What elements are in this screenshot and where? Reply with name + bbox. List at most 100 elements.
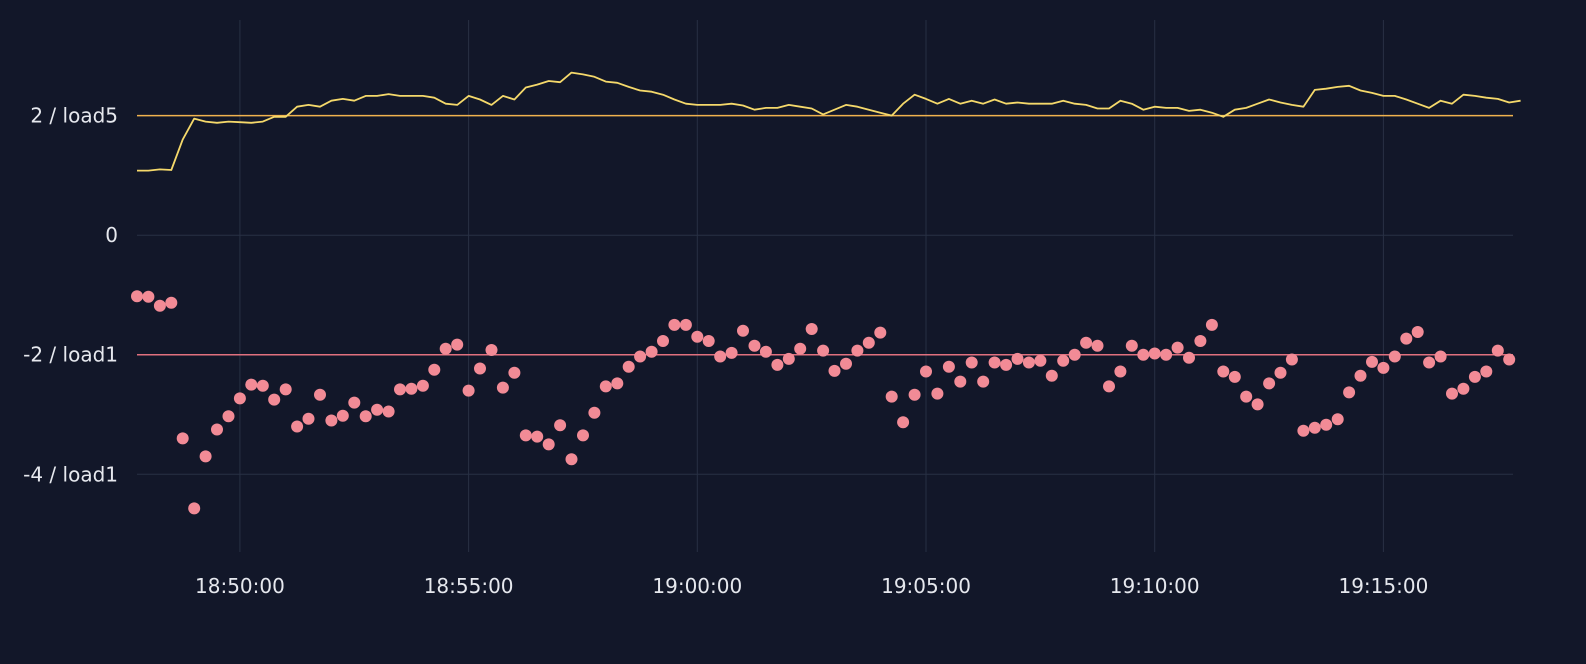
load1-point-5 bbox=[188, 502, 201, 515]
load1-point-46 bbox=[657, 335, 669, 347]
load1-point-45 bbox=[645, 345, 658, 358]
load1-point-96 bbox=[1228, 370, 1241, 383]
load1-point-16 bbox=[314, 388, 326, 401]
load1-point-94 bbox=[1205, 318, 1218, 331]
load1-point-74 bbox=[977, 375, 990, 388]
load1-point-99 bbox=[1263, 377, 1276, 390]
load1-point-29 bbox=[462, 384, 475, 397]
load1-point-120 bbox=[1503, 353, 1516, 366]
load1-point-93 bbox=[1194, 335, 1207, 347]
load1-point-102 bbox=[1297, 424, 1310, 437]
load1-point-87 bbox=[1125, 339, 1138, 352]
load1-point-61 bbox=[828, 364, 841, 377]
load1-point-3 bbox=[165, 296, 178, 309]
load1-point-34 bbox=[519, 429, 532, 442]
load1-point-49 bbox=[691, 330, 704, 343]
load1-point-33 bbox=[508, 366, 521, 379]
load1-point-106 bbox=[1343, 386, 1356, 399]
series-layer bbox=[131, 71, 1521, 515]
load1-point-107 bbox=[1354, 369, 1367, 382]
load1-point-105 bbox=[1331, 413, 1344, 426]
load1-point-42 bbox=[611, 377, 624, 390]
load1-point-103 bbox=[1308, 421, 1321, 434]
load1-point-58 bbox=[794, 342, 807, 355]
load1-point-65 bbox=[874, 326, 887, 339]
y-tick-label-2: -2 / load1 bbox=[23, 343, 118, 367]
load1-point-62 bbox=[840, 357, 852, 370]
y-tick-label-0: 2 / load5 bbox=[30, 104, 118, 128]
y-tick-label-3: -4 / load1 bbox=[23, 462, 118, 486]
load1-point-64 bbox=[862, 336, 875, 349]
load1-point-71 bbox=[942, 360, 955, 373]
load1-point-60 bbox=[817, 344, 830, 357]
load1-point-95 bbox=[1217, 365, 1230, 378]
load1-point-31 bbox=[485, 344, 498, 356]
load1-point-89 bbox=[1148, 347, 1161, 360]
load1-point-69 bbox=[920, 365, 932, 378]
load1-point-7 bbox=[211, 423, 223, 436]
x-tick-label-0: 18:50:00 bbox=[195, 574, 285, 598]
load1-point-8 bbox=[222, 410, 235, 423]
load1-point-84 bbox=[1091, 339, 1104, 352]
load1-point-23 bbox=[394, 383, 406, 396]
x-tick-label-3: 19:05:00 bbox=[881, 574, 971, 598]
load1-point-101 bbox=[1285, 353, 1298, 366]
load1-point-116 bbox=[1457, 382, 1470, 395]
load1-point-38 bbox=[565, 453, 578, 466]
load1-point-52 bbox=[725, 346, 738, 359]
load1-point-113 bbox=[1423, 356, 1436, 369]
load1-point-80 bbox=[1045, 369, 1058, 382]
load1-point-83 bbox=[1080, 336, 1093, 349]
load1-point-47 bbox=[668, 318, 681, 331]
load1-point-108 bbox=[1366, 355, 1378, 368]
x-tick-label-2: 19:00:00 bbox=[652, 574, 742, 598]
load1-point-10 bbox=[245, 378, 258, 391]
load1-point-76 bbox=[1000, 358, 1013, 371]
axis-layer: 18:50:00 18:55:00 19:00:00 19:05:00 19:10:00… bbox=[23, 104, 1428, 598]
x-tick-label-4: 19:10:00 bbox=[1110, 574, 1200, 598]
load1-point-90 bbox=[1160, 348, 1173, 361]
load1-point-14 bbox=[291, 420, 304, 433]
load1-point-54 bbox=[748, 339, 761, 352]
load1-point-119 bbox=[1491, 344, 1504, 357]
load1-point-109 bbox=[1377, 361, 1390, 374]
load1-point-70 bbox=[931, 387, 944, 400]
load1-point-21 bbox=[371, 403, 384, 416]
load1-point-28 bbox=[451, 338, 464, 351]
load1-point-2 bbox=[153, 299, 166, 312]
load1-point-25 bbox=[416, 379, 429, 392]
load1-point-32 bbox=[496, 381, 509, 394]
load1-point-51 bbox=[714, 350, 727, 363]
load1-point-30 bbox=[474, 362, 486, 375]
load1-point-81 bbox=[1057, 354, 1070, 367]
load1-point-56 bbox=[771, 358, 784, 371]
load1-point-88 bbox=[1137, 348, 1150, 361]
load1-point-78 bbox=[1022, 356, 1035, 369]
load1-point-117 bbox=[1468, 370, 1481, 383]
load1-point-86 bbox=[1114, 365, 1127, 378]
load1-point-27 bbox=[439, 342, 452, 355]
load1-point-72 bbox=[954, 375, 967, 388]
load1-point-112 bbox=[1411, 326, 1424, 338]
load1-point-39 bbox=[577, 429, 589, 442]
load1-point-0 bbox=[131, 290, 143, 303]
load1-point-115 bbox=[1446, 387, 1458, 400]
load1-point-41 bbox=[599, 380, 612, 393]
load1-point-13 bbox=[279, 383, 292, 396]
y-tick-label-1: 0 bbox=[105, 223, 118, 247]
load1-point-63 bbox=[851, 344, 864, 357]
load1-point-75 bbox=[988, 356, 1001, 369]
x-tick-label-1: 18:55:00 bbox=[424, 574, 514, 598]
load1-point-82 bbox=[1068, 348, 1081, 361]
load1-point-40 bbox=[588, 406, 601, 419]
load1-point-67 bbox=[897, 416, 910, 429]
load1-point-44 bbox=[634, 350, 647, 363]
load1-point-22 bbox=[382, 405, 395, 418]
load1-point-66 bbox=[885, 390, 898, 403]
load1-point-73 bbox=[965, 356, 978, 369]
x-tick-label-5: 19:15:00 bbox=[1338, 574, 1428, 598]
load1-point-19 bbox=[348, 396, 361, 409]
load1-point-1 bbox=[142, 290, 155, 303]
